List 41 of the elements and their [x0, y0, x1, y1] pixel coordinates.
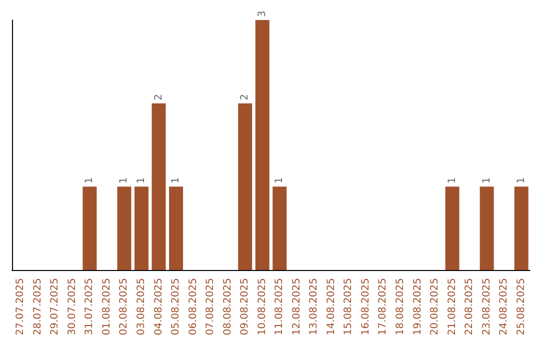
- x-tick-label: 12.08.2025: [291, 278, 302, 336]
- x-tick-label: 31.07.2025: [84, 278, 96, 336]
- x-tick-label: 09.08.2025: [240, 278, 251, 336]
- x-tick-label: 30.07.2025: [66, 278, 78, 336]
- x-tick-label: 28.07.2025: [32, 278, 44, 336]
- data-label: 1: [481, 177, 492, 184]
- data-label: 2: [153, 94, 164, 100]
- data-label: 1: [446, 177, 458, 184]
- data-label: 1: [118, 177, 130, 184]
- x-tick-label: 17.08.2025: [378, 278, 389, 336]
- x-tick-label: 06.08.2025: [188, 278, 199, 336]
- x-tick-label: 16.08.2025: [360, 278, 372, 336]
- x-tick-label: 02.08.2025: [118, 278, 130, 336]
- data-label: 3: [256, 10, 268, 17]
- x-tick-label: 24.08.2025: [498, 278, 510, 336]
- x-tick-label: 19.08.2025: [412, 278, 424, 336]
- data-label: 1: [84, 177, 96, 184]
- x-tick-label: 18.08.2025: [395, 278, 406, 336]
- x-tick-label: 08.08.2025: [222, 278, 234, 336]
- x-tick-label: 25.08.2025: [516, 278, 527, 336]
- x-tick-label: 14.08.2025: [326, 278, 337, 336]
- data-label: 1: [170, 177, 182, 184]
- x-tick-label: 10.08.2025: [256, 278, 268, 336]
- x-tick-label: 04.08.2025: [153, 278, 164, 336]
- data-label: 1: [516, 177, 527, 184]
- x-tick-label: 23.08.2025: [481, 278, 492, 336]
- x-tick-label: 01.08.2025: [101, 278, 112, 336]
- x-tick-label: 11.08.2025: [274, 278, 286, 336]
- x-tick-label: 07.08.2025: [205, 278, 216, 336]
- x-tick-label: 20.08.2025: [430, 278, 441, 336]
- x-tick-label: 13.08.2025: [308, 278, 320, 336]
- x-tick-label: 29.07.2025: [50, 278, 61, 336]
- x-tick-label: 05.08.2025: [170, 278, 182, 336]
- x-tick-label: 22.08.2025: [464, 278, 476, 336]
- x-tick-label: 15.08.2025: [343, 278, 354, 336]
- x-tick-label: 27.07.2025: [15, 278, 26, 336]
- data-label: 2: [240, 94, 251, 100]
- x-tick-label: 03.08.2025: [136, 278, 147, 336]
- data-label: 1: [136, 177, 147, 184]
- data-label: 1: [274, 177, 286, 184]
- x-tick-label: 21.08.2025: [446, 278, 458, 336]
